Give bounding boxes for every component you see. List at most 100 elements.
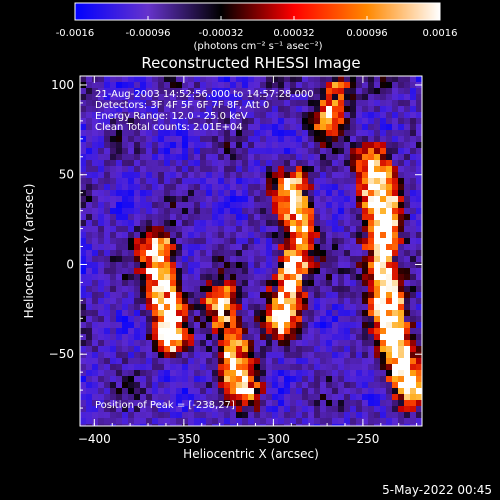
heatmap-cell xyxy=(206,382,213,389)
heatmap-cell xyxy=(404,130,411,137)
heatmap-cell xyxy=(242,178,249,185)
heatmap-cell xyxy=(164,148,171,155)
heatmap-cell xyxy=(134,220,141,227)
heatmap-cell xyxy=(134,340,141,347)
heatmap-cell xyxy=(86,124,93,131)
heatmap-cell xyxy=(80,238,87,245)
heatmap-cell xyxy=(152,112,159,119)
heatmap-cell xyxy=(404,160,411,167)
heatmap-cell xyxy=(170,334,177,341)
heatmap-cell xyxy=(284,232,291,239)
heatmap-cell xyxy=(392,388,399,395)
heatmap-cell xyxy=(206,262,213,269)
heatmap-cell xyxy=(110,160,117,167)
heatmap-cell xyxy=(242,406,249,413)
heatmap-cell xyxy=(164,142,171,149)
heatmap-cell xyxy=(392,154,399,161)
heatmap-cell xyxy=(296,412,303,419)
heatmap-cell xyxy=(158,340,165,347)
heatmap-cell xyxy=(98,370,105,377)
heatmap-cell xyxy=(212,184,219,191)
heatmap-cell xyxy=(386,322,393,329)
heatmap-cell xyxy=(200,76,207,83)
heatmap-cell xyxy=(224,160,231,167)
heatmap-cell xyxy=(206,268,213,275)
heatmap-cell xyxy=(344,238,351,245)
heatmap-cell xyxy=(410,250,417,257)
heatmap-cell xyxy=(356,136,363,143)
heatmap-cell xyxy=(368,268,375,275)
heatmap-cell xyxy=(314,388,321,395)
heatmap-cell xyxy=(278,160,285,167)
heatmap-cell xyxy=(368,340,375,347)
heatmap-cell xyxy=(158,220,165,227)
heatmap-cell xyxy=(356,100,363,107)
heatmap-cell xyxy=(206,328,213,335)
heatmap-cell xyxy=(344,298,351,305)
heatmap-cell xyxy=(404,226,411,233)
heatmap-cell xyxy=(170,292,177,299)
heatmap-cell xyxy=(278,358,285,365)
heatmap-cell xyxy=(404,178,411,185)
heatmap-cell xyxy=(158,262,165,269)
heatmap-cell xyxy=(254,394,261,401)
heatmap-cell xyxy=(140,382,147,389)
heatmap-cell xyxy=(356,322,363,329)
heatmap-cell xyxy=(308,244,315,251)
heatmap-cell xyxy=(266,388,273,395)
heatmap-cell xyxy=(218,106,225,113)
heatmap-cell xyxy=(320,160,327,167)
heatmap-cell xyxy=(158,352,165,359)
heatmap-cell xyxy=(254,274,261,281)
heatmap-cell xyxy=(236,190,243,197)
heatmap-cell xyxy=(158,268,165,275)
heatmap-cell xyxy=(230,208,237,215)
heatmap-cell xyxy=(104,328,111,335)
heatmap-cell xyxy=(314,178,321,185)
heatmap-cell xyxy=(320,232,327,239)
heatmap-cell xyxy=(146,394,153,401)
heatmap-cell xyxy=(206,232,213,239)
heatmap-cell xyxy=(338,352,345,359)
heatmap-cell xyxy=(392,232,399,239)
heatmap-cell xyxy=(416,310,422,317)
heatmap-cell xyxy=(212,298,219,305)
heatmap-cell xyxy=(260,184,267,191)
heatmap-cell xyxy=(146,388,153,395)
heatmap-cell xyxy=(230,376,237,383)
heatmap-cell xyxy=(332,154,339,161)
heatmap-cell xyxy=(344,322,351,329)
heatmap-cell xyxy=(158,154,165,161)
heatmap-cell xyxy=(332,340,339,347)
heatmap-cell xyxy=(266,382,273,389)
heatmap-cell xyxy=(230,238,237,245)
heatmap-cell xyxy=(392,406,399,413)
heatmap-cell xyxy=(398,106,405,113)
heatmap-cell xyxy=(104,280,111,287)
heatmap-cell xyxy=(140,202,147,209)
heatmap-cell xyxy=(416,118,422,125)
heatmap-cell xyxy=(254,424,261,426)
heatmap-cell xyxy=(296,130,303,137)
heatmap-cell xyxy=(248,130,255,137)
heatmap-cell xyxy=(194,310,201,317)
heatmap-cell xyxy=(98,316,105,323)
heatmap-cell xyxy=(122,394,129,401)
colorbar-tick-label: 0.0016 xyxy=(423,28,458,39)
heatmap-cell xyxy=(254,250,261,257)
heatmap-cell xyxy=(362,160,369,167)
heatmap-cell xyxy=(356,382,363,389)
heatmap-cell xyxy=(380,202,387,209)
heatmap-cell xyxy=(320,166,327,173)
heatmap-cell xyxy=(320,274,327,281)
heatmap-cell xyxy=(164,334,171,341)
heatmap-cell xyxy=(362,256,369,263)
heatmap-cell xyxy=(86,280,93,287)
heatmap-cell xyxy=(266,118,273,125)
heatmap-cell xyxy=(182,214,189,221)
heatmap-cell xyxy=(158,124,165,131)
heatmap-cell xyxy=(368,124,375,131)
heatmap-cell xyxy=(356,340,363,347)
heatmap-cell xyxy=(302,94,309,101)
heatmap-cell xyxy=(116,424,123,426)
